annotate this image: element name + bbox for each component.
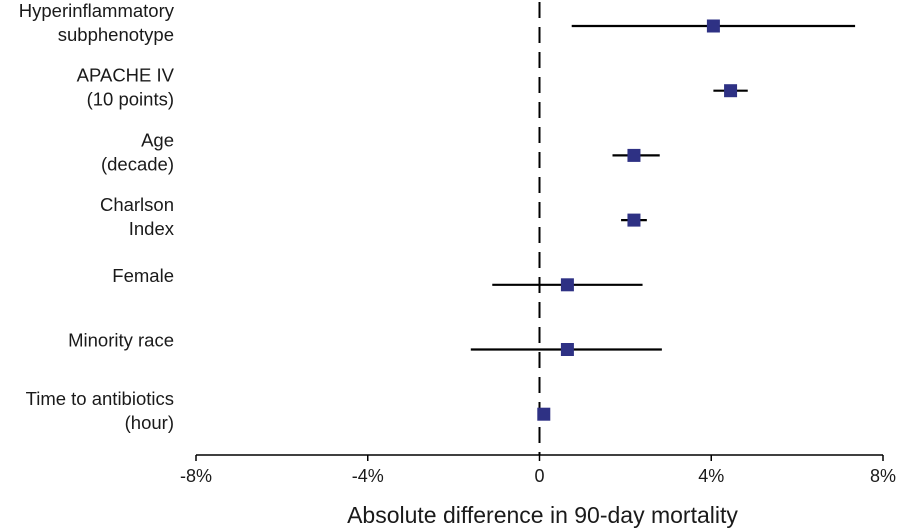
x-tick-label: -8% — [180, 466, 212, 486]
estimate-marker — [724, 84, 738, 98]
row-label: (decade) — [101, 153, 174, 174]
x-tick-label: -4% — [352, 466, 384, 486]
row-label: (10 points) — [87, 89, 174, 110]
row-label: Time to antibiotics — [26, 388, 174, 409]
row-label: Charlson — [100, 194, 174, 215]
x-axis-ticks: -8% -4% 0 4% 8% — [180, 455, 896, 486]
estimate-marker — [560, 278, 574, 292]
row-label: Minority race — [68, 330, 174, 351]
row-labels: Hyperinflammatory subphenotype APACHE IV (1… — [19, 0, 175, 433]
row-label: Age — [141, 129, 174, 150]
x-axis-title: Absolute difference in 90-day mortality — [347, 502, 738, 528]
estimate-marker — [537, 407, 551, 421]
estimate-marker — [706, 19, 720, 33]
x-tick-label: 8% — [870, 466, 896, 486]
row-label: (hour) — [125, 412, 174, 433]
estimate-marker — [560, 343, 574, 356]
point-estimates — [537, 19, 738, 421]
confidence-intervals — [470, 24, 856, 416]
estimate-marker — [627, 148, 641, 162]
x-tick-label: 4% — [698, 466, 724, 486]
x-tick-label: 0 — [534, 466, 544, 486]
estimate-marker — [627, 213, 641, 227]
row-label: Index — [129, 218, 175, 239]
row-label: APACHE IV — [77, 65, 175, 86]
row-label: Hyperinflammatory — [19, 0, 175, 21]
row-label: subphenotype — [58, 24, 174, 45]
row-label: Female — [112, 265, 174, 286]
